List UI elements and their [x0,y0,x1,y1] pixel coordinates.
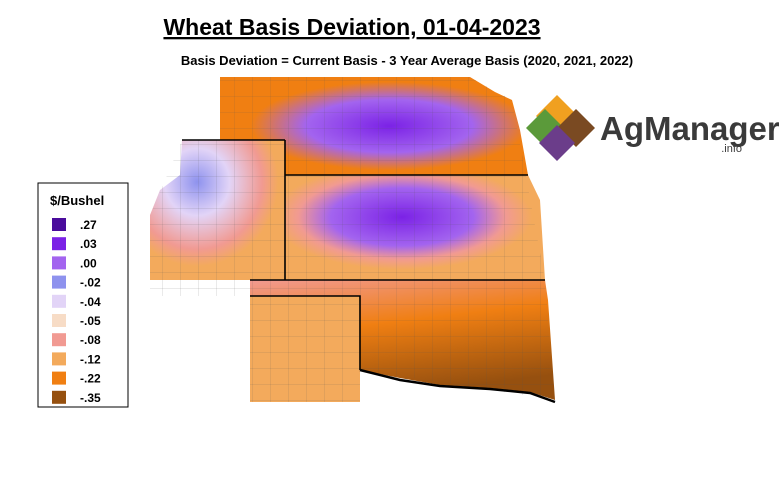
logo-name: AgManager [600,110,779,147]
subtitle: Basis Deviation = Current Basis - 3 Year… [181,53,633,68]
legend-swatch [52,218,66,231]
legend-label: -.12 [80,352,101,366]
legend-swatch [52,275,66,289]
legend-label: .27 [80,218,97,232]
legend-swatch [52,352,66,366]
legend-label: -.04 [80,295,101,309]
legend-label: .00 [80,256,97,270]
legend-swatch [52,333,66,347]
legend-swatch [52,237,66,251]
legend-label: -.35 [80,391,101,405]
map [150,77,556,404]
legend-swatch [52,256,66,270]
logo: AgManager .info [526,95,779,161]
legend-label: -.08 [80,333,101,347]
legend-label: -.22 [80,372,101,386]
legend-label: -.02 [80,276,101,290]
title: Wheat Basis Deviation, 01-04-2023 [163,14,540,40]
legend-swatch [52,314,66,327]
legend-swatch [52,390,66,404]
legend: $/Bushel .27 .03 .00 -.02 -.04 -.05 -.08 -.12 -.… [37,182,129,408]
logo-suffix: .info [721,143,742,155]
legend-title: $/Bushel [50,193,104,208]
legend-label: .03 [80,237,97,251]
legend-label: -.05 [80,314,101,328]
legend-swatch [52,371,66,385]
legend-swatch [52,294,66,308]
